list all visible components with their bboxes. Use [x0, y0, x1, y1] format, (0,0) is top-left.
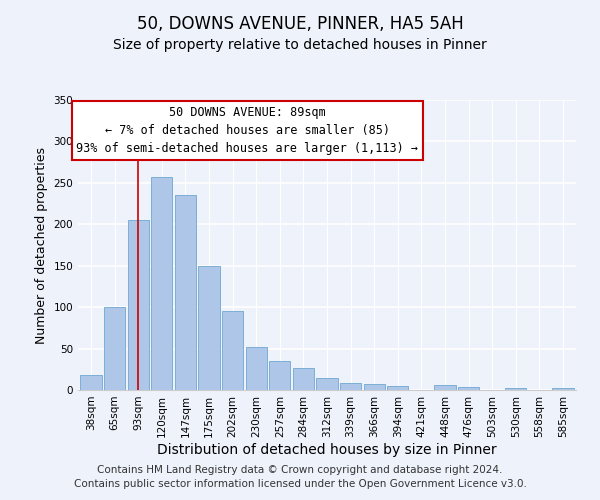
Bar [505, 388, 526, 390]
Bar [128, 220, 149, 390]
Bar [175, 196, 196, 390]
Bar [387, 386, 409, 390]
Text: 50, DOWNS AVENUE, PINNER, HA5 5AH: 50, DOWNS AVENUE, PINNER, HA5 5AH [137, 15, 463, 33]
Bar [245, 347, 267, 390]
Y-axis label: Number of detached properties: Number of detached properties [35, 146, 48, 344]
Bar [553, 388, 574, 390]
Bar [364, 384, 385, 390]
Bar [151, 177, 172, 390]
Bar [80, 375, 101, 390]
Bar [293, 368, 314, 390]
Bar [269, 361, 290, 390]
Text: Contains HM Land Registry data © Crown copyright and database right 2024.
Contai: Contains HM Land Registry data © Crown c… [74, 465, 526, 489]
Text: 50 DOWNS AVENUE: 89sqm
← 7% of detached houses are smaller (85)
93% of semi-deta: 50 DOWNS AVENUE: 89sqm ← 7% of detached … [76, 106, 418, 155]
Bar [340, 382, 361, 390]
Bar [104, 307, 125, 390]
Bar [199, 266, 220, 390]
Bar [458, 386, 479, 390]
Bar [434, 385, 455, 390]
Text: Size of property relative to detached houses in Pinner: Size of property relative to detached ho… [113, 38, 487, 52]
Bar [222, 312, 243, 390]
Bar [316, 378, 338, 390]
X-axis label: Distribution of detached houses by size in Pinner: Distribution of detached houses by size … [157, 442, 497, 456]
